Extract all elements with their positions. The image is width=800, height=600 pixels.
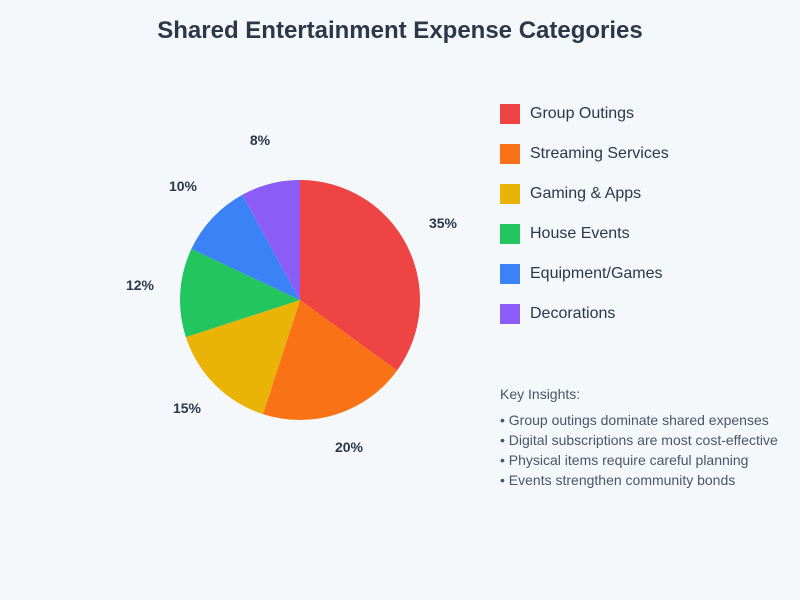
slice-equipment-games[interactable] bbox=[191, 194, 300, 300]
legend-label: Gaming & Apps bbox=[530, 185, 642, 202]
legend-label: Decorations bbox=[530, 305, 616, 322]
legend-swatch bbox=[500, 224, 520, 244]
chart-title: Shared Entertainment Expense Categories bbox=[157, 17, 643, 44]
key-insights: Key Insights: • Group outings dominate s… bbox=[500, 386, 778, 490]
insight-item: • Physical items require careful plannin… bbox=[500, 452, 749, 468]
legend-label: Streaming Services bbox=[530, 145, 669, 162]
insight-item: • Group outings dominate shared expenses bbox=[500, 412, 769, 428]
slice-house-events[interactable] bbox=[179, 248, 300, 338]
legend-item-group-outings[interactable]: Group Outings bbox=[500, 104, 669, 124]
pct-label-equipment-games: 10% bbox=[168, 178, 198, 194]
pct-label-decorations: 8% bbox=[249, 132, 271, 148]
insights-title: Key Insights: bbox=[500, 386, 581, 402]
legend-label: Equipment/Games bbox=[530, 265, 663, 282]
slice-group-outings[interactable] bbox=[300, 180, 420, 371]
legend-label: House Events bbox=[530, 225, 630, 242]
slice-streaming-services[interactable] bbox=[262, 300, 398, 421]
legend-swatch bbox=[500, 104, 520, 124]
insight-item: • Events strengthen community bonds bbox=[500, 472, 736, 488]
legend-item-equipment-games[interactable]: Equipment/Games bbox=[500, 264, 669, 284]
pct-label-streaming-services: 20% bbox=[334, 439, 364, 455]
legend-swatch bbox=[500, 184, 520, 204]
pct-label-house-events: 12% bbox=[125, 277, 155, 293]
insight-item: • Digital subscriptions are most cost-ef… bbox=[500, 432, 778, 448]
legend-item-decorations[interactable]: Decorations bbox=[500, 304, 669, 324]
pct-label-gaming-apps: 15% bbox=[172, 400, 202, 416]
slice-decorations[interactable] bbox=[242, 180, 300, 300]
legend-swatch bbox=[500, 144, 520, 164]
legend-swatch bbox=[500, 264, 520, 284]
pct-label-group-outings: 35% bbox=[428, 215, 458, 231]
legend-swatch bbox=[500, 304, 520, 324]
slice-gaming-apps[interactable] bbox=[185, 300, 300, 415]
legend-item-gaming-apps[interactable]: Gaming & Apps bbox=[500, 184, 669, 204]
legend: Group Outings Streaming Services Gaming … bbox=[500, 104, 669, 344]
legend-item-streaming-services[interactable]: Streaming Services bbox=[500, 144, 669, 164]
legend-item-house-events[interactable]: House Events bbox=[500, 224, 669, 244]
legend-label: Group Outings bbox=[530, 105, 635, 122]
